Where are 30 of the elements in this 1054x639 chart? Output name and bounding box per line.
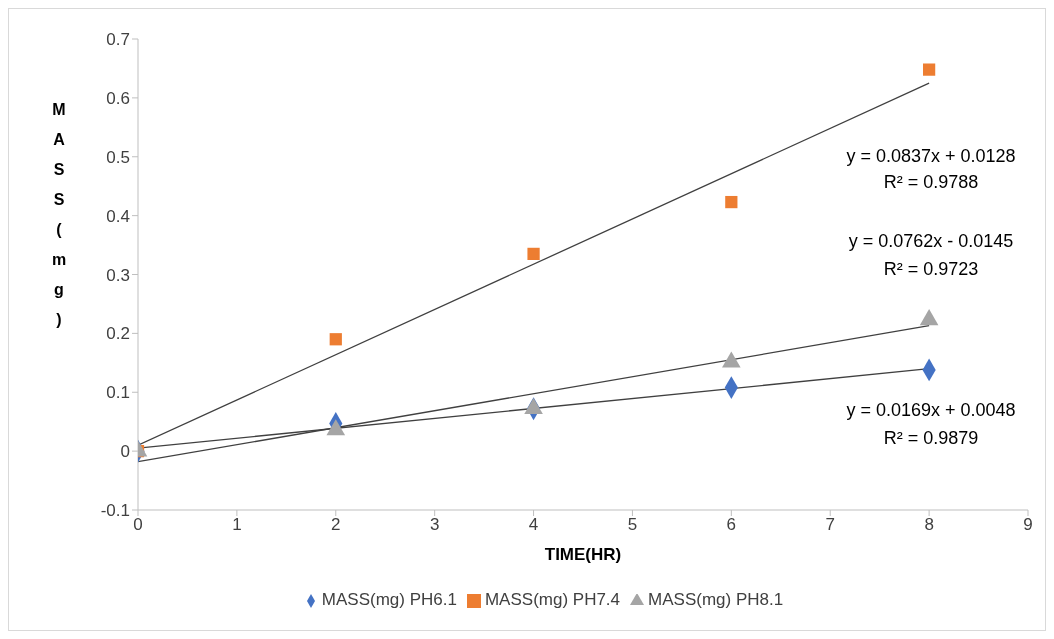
y-axis-title: MASS(mg) bbox=[51, 100, 67, 328]
y-tick-label: 0.4 bbox=[106, 206, 130, 226]
annotation: y = 0.0762x - 0.0145 bbox=[848, 230, 1014, 252]
x-tick-label: 5 bbox=[627, 515, 638, 535]
x-tick-label: 7 bbox=[825, 515, 835, 535]
y-tick-label: 0.5 bbox=[106, 147, 130, 167]
x-tick-label: 0 bbox=[133, 515, 143, 535]
annotation: y = 0.0169x + 0.0048 bbox=[846, 399, 1016, 421]
y-tick-label: 0.2 bbox=[106, 324, 130, 344]
y-tick-label: 0.6 bbox=[106, 88, 130, 108]
x-tick-label: 2 bbox=[331, 515, 341, 535]
x-tick-label: 6 bbox=[726, 515, 737, 535]
x-tick-label: 8 bbox=[924, 515, 934, 535]
legend-label: MASS(mg) PH8.1 bbox=[648, 590, 784, 609]
annotation: R² = 0.9879 bbox=[883, 427, 979, 449]
y-tick-label: -0.1 bbox=[100, 501, 130, 521]
y-tick-label: 0 bbox=[120, 442, 130, 462]
x-tick-label: 1 bbox=[232, 515, 242, 535]
x-tick-label: 3 bbox=[429, 515, 440, 535]
legend-label: MASS(mg) PH6.1 bbox=[321, 590, 457, 609]
annotation: y = 0.0837x + 0.0128 bbox=[846, 145, 1016, 167]
y-tick-label: 0.1 bbox=[106, 383, 130, 403]
y-tick-label: 0.3 bbox=[106, 265, 130, 285]
legend-label: MASS(mg) PH7.4 bbox=[484, 590, 621, 609]
x-tick-label: 9 bbox=[1023, 515, 1033, 535]
y-tick-label: 0.7 bbox=[106, 30, 130, 50]
annotation: R² = 0.9723 bbox=[883, 258, 979, 280]
x-axis-title: TIME(HR) bbox=[544, 545, 622, 565]
x-tick-label: 4 bbox=[528, 515, 539, 535]
annotation: R² = 0.9788 bbox=[883, 171, 979, 193]
